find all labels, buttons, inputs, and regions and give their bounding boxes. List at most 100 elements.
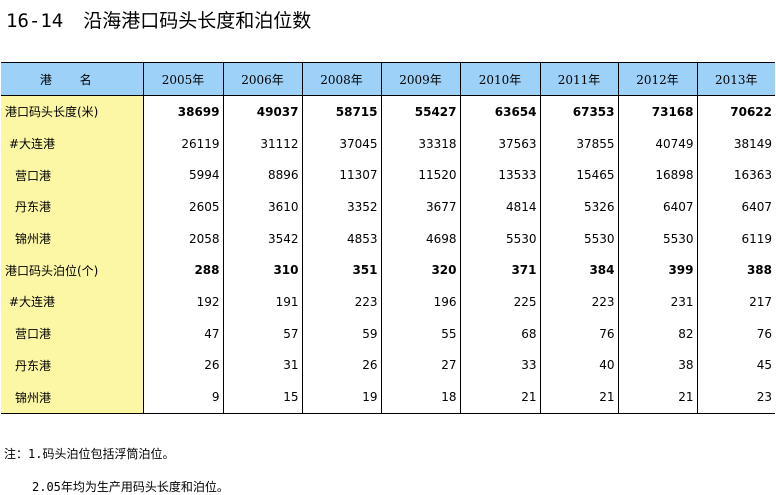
table-cell: 217 [696, 286, 775, 318]
table-cell: 351 [301, 254, 381, 287]
column-header-year: 2009年 [380, 62, 460, 96]
column-header-port: 港 名 [1, 62, 143, 96]
table-cell: 6407 [617, 191, 697, 223]
column-header-year: 2006年 [222, 62, 302, 96]
table-cell: 38149 [696, 127, 775, 160]
table-row: #大连港 26119 31112 37045 33318 37563 37855 40749 3… [1, 127, 775, 160]
table-cell: 31 [222, 349, 302, 382]
table-cell: 21 [617, 381, 697, 414]
table-cell: 5530 [459, 222, 540, 255]
table-row: 锦州港 2058 3542 4853 4698 5530 5530 5530 6119 [1, 222, 775, 255]
table-cell: 5530 [617, 222, 697, 255]
table-cell: 63654 [459, 95, 540, 128]
table-cell: 23 [696, 381, 775, 414]
table-cell: 47 [142, 317, 223, 350]
row-label: 营口港 [1, 159, 143, 192]
table-cell: 58715 [301, 95, 381, 128]
table-cell: 3352 [301, 191, 381, 223]
data-table: 港 名 2005年 2006年 2008年 2009年 2010年 2011年 … [1, 62, 775, 414]
table-row: #大连港 192 191 223 196 225 223 231 217 [1, 286, 775, 318]
table-cell: 76 [696, 317, 775, 350]
column-header-year: 2005年 [142, 62, 223, 96]
table-cell: 37563 [459, 127, 540, 160]
table-cell: 223 [301, 286, 381, 318]
table-cell: 4698 [380, 222, 460, 255]
table-cell: 45 [696, 349, 775, 382]
table-cell: 68 [459, 317, 540, 350]
column-header-year: 2012年 [617, 62, 697, 96]
header-row: 港 名 2005年 2006年 2008年 2009年 2010年 2011年 … [1, 62, 775, 96]
table-row: 港口码头泊位(个) 288 310 351 320 371 384 399 388 [1, 254, 775, 287]
table-cell: 37855 [539, 127, 618, 160]
table-cell: 15 [222, 381, 302, 414]
table-cell: 3677 [380, 191, 460, 223]
table-cell: 37045 [301, 127, 381, 160]
table-cell: 26 [301, 349, 381, 382]
table-row: 锦州港 9 15 19 18 21 21 21 23 [1, 381, 775, 414]
table-row: 港口码头长度(米) 38699 49037 58715 55427 63654 67353 7… [1, 95, 775, 128]
table-cell: 38699 [142, 95, 223, 128]
table-row: 丹东港 26 31 26 27 33 40 38 45 [1, 349, 775, 382]
table-cell: 2605 [142, 191, 223, 223]
table-cell: 82 [617, 317, 697, 350]
row-label: 港口码头泊位(个) [1, 254, 143, 287]
table-cell: 26119 [142, 127, 223, 160]
table-cell: 6407 [696, 191, 775, 223]
table-cell: 57 [222, 317, 302, 350]
table-row: 丹东港 2605 3610 3352 3677 4814 5326 6407 6407 [1, 191, 775, 223]
table-cell: 5994 [142, 159, 223, 192]
table-cell: 18 [380, 381, 460, 414]
row-label: 锦州港 [1, 222, 143, 255]
table-cell: 11520 [380, 159, 460, 192]
footnote-1: 注：1.码头泊位包括浮筒泊位。 [4, 447, 175, 461]
table-cell: 2058 [142, 222, 223, 255]
row-label: 锦州港 [1, 381, 143, 414]
table-cell: 49037 [222, 95, 302, 128]
row-label: #大连港 [1, 286, 143, 318]
table-cell: 5326 [539, 191, 618, 223]
table-cell: 4814 [459, 191, 540, 223]
table-cell: 26 [142, 349, 223, 382]
column-header-year: 2008年 [301, 62, 381, 96]
table-cell: 21 [539, 381, 618, 414]
table-cell: 6119 [696, 222, 775, 255]
table-cell: 33 [459, 349, 540, 382]
column-header-year: 2013年 [696, 62, 775, 96]
table-cell: 21 [459, 381, 540, 414]
table-cell: 27 [380, 349, 460, 382]
table-cell: 399 [617, 254, 697, 287]
table-cell: 196 [380, 286, 460, 318]
table-cell: 8896 [222, 159, 302, 192]
table-row: 营口港 47 57 59 55 68 76 82 76 [1, 317, 775, 350]
table-cell: 73168 [617, 95, 697, 128]
table-cell: 55 [380, 317, 460, 350]
table-cell: 5530 [539, 222, 618, 255]
table-cell: 40 [539, 349, 618, 382]
table-cell: 371 [459, 254, 540, 287]
table-cell: 223 [539, 286, 618, 318]
table-cell: 231 [617, 286, 697, 318]
table-cell: 13533 [459, 159, 540, 192]
column-header-year: 2010年 [459, 62, 540, 96]
table-cell: 40749 [617, 127, 697, 160]
table-cell: 225 [459, 286, 540, 318]
table-cell: 76 [539, 317, 618, 350]
table-cell: 33318 [380, 127, 460, 160]
table-cell: 384 [539, 254, 618, 287]
table-cell: 15465 [539, 159, 618, 192]
table-cell: 67353 [539, 95, 618, 128]
row-label: 丹东港 [1, 349, 143, 382]
table-cell: 16898 [617, 159, 697, 192]
table-cell: 55427 [380, 95, 460, 128]
row-label: 营口港 [1, 317, 143, 350]
table-cell: 9 [142, 381, 223, 414]
table-cell: 16363 [696, 159, 775, 192]
table-cell: 388 [696, 254, 775, 287]
column-header-year: 2011年 [539, 62, 618, 96]
footnote-2: 2.05年均为生产用码头长度和泊位。 [32, 480, 229, 494]
row-label: 丹东港 [1, 191, 143, 223]
table-cell: 70622 [696, 95, 775, 128]
row-label: #大连港 [1, 127, 143, 160]
table-cell: 192 [142, 286, 223, 318]
table-cell: 19 [301, 381, 381, 414]
